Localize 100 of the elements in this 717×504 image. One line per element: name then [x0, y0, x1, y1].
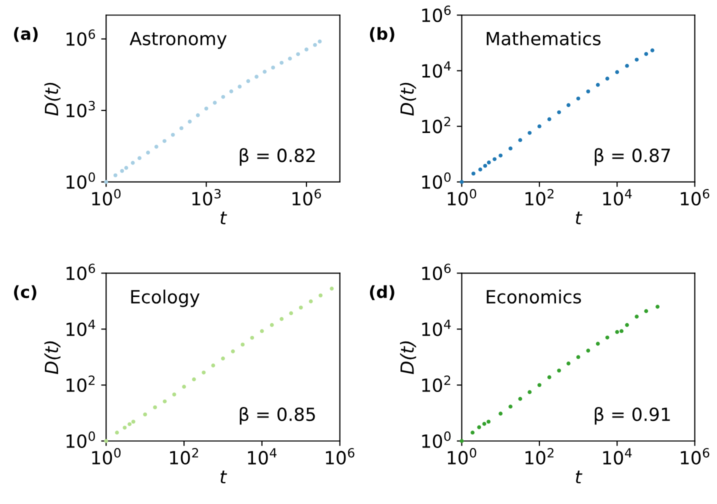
point: [230, 349, 235, 354]
point: [557, 110, 562, 114]
point: [547, 117, 552, 122]
point: [138, 156, 142, 160]
point: [586, 89, 590, 94]
point: [153, 405, 157, 410]
point: [615, 70, 620, 74]
point: [576, 96, 580, 100]
x-tick-label: 10$^{4}$: [603, 448, 632, 465]
point: [162, 399, 167, 404]
point: [625, 64, 629, 68]
point: [162, 139, 166, 144]
x-axis-title: t: [220, 212, 228, 224]
x-tick-label: 10$^{4}$: [248, 448, 277, 465]
point: [605, 76, 610, 81]
y-tick-label: 10$^{2}$: [422, 116, 450, 134]
point: [179, 126, 184, 130]
point: [271, 66, 276, 70]
y-tick-label: 10$^{6}$: [66, 29, 96, 46]
x-tick-label: 10$^{6}$: [680, 188, 710, 206]
x-tick-label: 10$^{6}$: [292, 188, 321, 206]
point: [240, 342, 245, 347]
x-tick-label: 10$^{0}$: [448, 188, 476, 206]
y-tick-label: 10$^{6}$: [422, 6, 451, 22]
y-tick-label: 10$^{4}$: [422, 320, 451, 336]
y-tick-label: 10$^{0}$: [422, 172, 451, 189]
y-tick-label: 10$^{4}$: [422, 61, 451, 78]
x-tick-label: 10$^{0}$: [448, 448, 476, 465]
x-tick-label: 10$^{2}$: [526, 448, 554, 465]
point: [172, 392, 176, 396]
point: [634, 58, 639, 62]
point: [308, 299, 313, 304]
x-axis-title: t: [576, 470, 582, 484]
y-tick-label: 10$^{0}$: [66, 431, 95, 448]
y-axis-title: D(t): [400, 341, 416, 374]
point: [270, 323, 274, 327]
y-tick-label: 10$^{2}$: [66, 375, 95, 392]
y-tick-label: 10$^{4}$: [66, 320, 96, 336]
point: [250, 336, 254, 340]
y-axis-title: D(t): [400, 82, 416, 116]
point: [289, 311, 294, 316]
annotation: Economics: [486, 290, 581, 304]
point: [254, 74, 259, 79]
point: [313, 42, 317, 47]
annotation: β = 0.87: [594, 148, 670, 166]
point: [211, 364, 216, 368]
point: [212, 100, 217, 105]
y-tick-label: 10$^{6}$: [422, 264, 451, 280]
text: (a): [14, 27, 38, 42]
annotation: Ecology: [131, 290, 200, 308]
point: [298, 306, 303, 310]
y-axis-title: D(t): [44, 341, 60, 374]
x-tick-label: 10$^{6}$: [680, 448, 710, 465]
x-tick-label: 10$^{2}$: [526, 188, 554, 206]
text: (d): [370, 285, 394, 300]
point: [304, 48, 308, 52]
x-axis-title: t: [576, 212, 582, 224]
y-tick-label: 10$^{3}$: [66, 100, 95, 118]
point: [188, 120, 192, 124]
x-tick-label: 10$^{0}$: [92, 448, 121, 465]
y-tick-label: 10$^{2}$: [422, 375, 450, 392]
x-tick-label: 10$^{3}$: [192, 188, 221, 206]
y-tick-label: 10$^{0}$: [422, 431, 451, 448]
point: [246, 79, 250, 84]
annotation: β = 0.91: [594, 407, 670, 425]
x-axis-title: t: [220, 470, 228, 484]
point: [280, 317, 284, 321]
point: [202, 370, 206, 375]
point: [566, 103, 570, 108]
point: [143, 412, 148, 416]
point: [204, 106, 208, 111]
point: [644, 52, 648, 56]
text: (b): [370, 27, 394, 42]
text: (c): [14, 285, 36, 300]
point: [182, 384, 186, 389]
point: [221, 356, 225, 360]
point: [518, 138, 522, 142]
point: [262, 70, 267, 74]
x-tick-label: 10$^{2}$: [170, 448, 198, 465]
x-tick-label: 10$^{0}$: [92, 188, 121, 206]
point: [296, 52, 300, 56]
point: [596, 82, 600, 87]
annotation: Mathematics: [486, 31, 601, 46]
point: [229, 89, 234, 94]
y-tick-label: 10$^{6}$: [66, 264, 96, 280]
y-tick-label: 10$^{0}$: [66, 172, 95, 189]
point: [528, 130, 532, 135]
point: [130, 160, 135, 165]
point: [318, 293, 323, 298]
x-tick-label: 10$^{4}$: [603, 189, 632, 206]
point: [288, 56, 292, 61]
point: [238, 84, 242, 89]
x-tick-label: 10$^{6}$: [326, 448, 354, 465]
point: [192, 377, 196, 382]
point: [221, 94, 226, 99]
annotation: β = 0.85: [240, 407, 315, 425]
point: [146, 150, 150, 155]
point: [537, 124, 542, 128]
annotation: Astronomy: [130, 32, 227, 49]
annotation: β = 0.82: [240, 148, 315, 166]
